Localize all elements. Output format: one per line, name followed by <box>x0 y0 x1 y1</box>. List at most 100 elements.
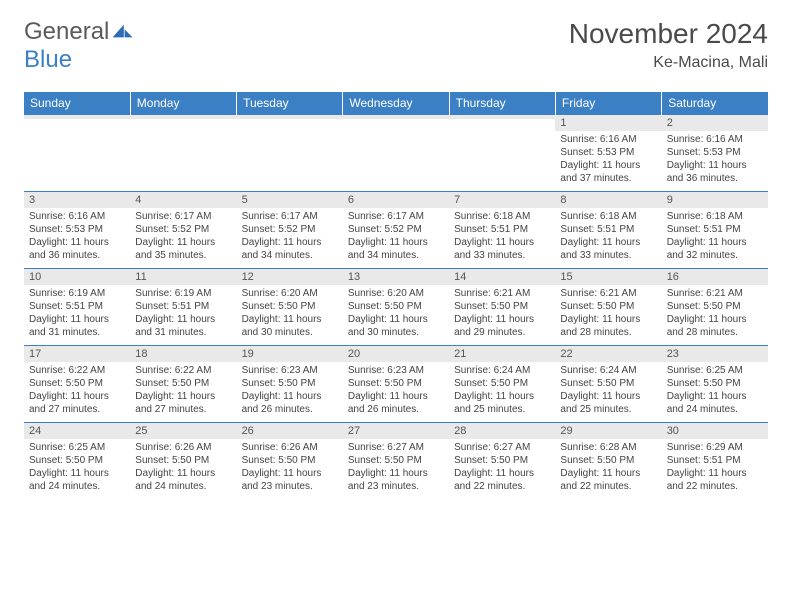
day-details: Sunrise: 6:25 AMSunset: 5:50 PMDaylight:… <box>662 362 768 422</box>
day-cell: 10Sunrise: 6:19 AMSunset: 5:51 PMDayligh… <box>24 269 130 346</box>
daylight-text: Daylight: 11 hours and 23 minutes. <box>348 467 444 493</box>
daylight-text: Daylight: 11 hours and 22 minutes. <box>667 467 763 493</box>
day-cell: 9Sunrise: 6:18 AMSunset: 5:51 PMDaylight… <box>662 192 768 269</box>
daylight-text: Daylight: 11 hours and 32 minutes. <box>667 236 763 262</box>
day-cell <box>130 115 236 192</box>
day-details: Sunrise: 6:18 AMSunset: 5:51 PMDaylight:… <box>662 208 768 268</box>
sunset-text: Sunset: 5:50 PM <box>560 454 656 467</box>
sunset-text: Sunset: 5:51 PM <box>560 223 656 236</box>
week-row: 3Sunrise: 6:16 AMSunset: 5:53 PMDaylight… <box>24 192 768 269</box>
sunrise-text: Sunrise: 6:17 AM <box>135 210 231 223</box>
day-details: Sunrise: 6:16 AMSunset: 5:53 PMDaylight:… <box>662 131 768 191</box>
day-cell: 28Sunrise: 6:27 AMSunset: 5:50 PMDayligh… <box>449 423 555 500</box>
logo-sail-icon <box>111 18 135 46</box>
day-details: Sunrise: 6:18 AMSunset: 5:51 PMDaylight:… <box>449 208 555 268</box>
sunset-text: Sunset: 5:50 PM <box>135 454 231 467</box>
sunset-text: Sunset: 5:50 PM <box>454 454 550 467</box>
sunrise-text: Sunrise: 6:19 AM <box>29 287 125 300</box>
sunset-text: Sunset: 5:50 PM <box>135 377 231 390</box>
week-row: 24Sunrise: 6:25 AMSunset: 5:50 PMDayligh… <box>24 423 768 500</box>
daylight-text: Daylight: 11 hours and 26 minutes. <box>242 390 338 416</box>
day-number: 21 <box>449 346 555 362</box>
daylight-text: Daylight: 11 hours and 33 minutes. <box>454 236 550 262</box>
dow-thursday: Thursday <box>449 92 555 115</box>
day-cell: 29Sunrise: 6:28 AMSunset: 5:50 PMDayligh… <box>555 423 661 500</box>
sunrise-text: Sunrise: 6:16 AM <box>667 133 763 146</box>
day-number: 9 <box>662 192 768 208</box>
sunset-text: Sunset: 5:51 PM <box>454 223 550 236</box>
day-details: Sunrise: 6:21 AMSunset: 5:50 PMDaylight:… <box>555 285 661 345</box>
day-details: Sunrise: 6:28 AMSunset: 5:50 PMDaylight:… <box>555 439 661 499</box>
daylight-text: Daylight: 11 hours and 34 minutes. <box>348 236 444 262</box>
sunrise-text: Sunrise: 6:27 AM <box>454 441 550 454</box>
dow-saturday: Saturday <box>662 92 768 115</box>
day-cell: 26Sunrise: 6:26 AMSunset: 5:50 PMDayligh… <box>237 423 343 500</box>
sunset-text: Sunset: 5:50 PM <box>348 300 444 313</box>
sunrise-text: Sunrise: 6:19 AM <box>135 287 231 300</box>
day-number: 4 <box>130 192 236 208</box>
daylight-text: Daylight: 11 hours and 31 minutes. <box>135 313 231 339</box>
sunrise-text: Sunrise: 6:26 AM <box>242 441 338 454</box>
week-row: 1Sunrise: 6:16 AMSunset: 5:53 PMDaylight… <box>24 115 768 192</box>
sunset-text: Sunset: 5:50 PM <box>560 300 656 313</box>
day-details: Sunrise: 6:19 AMSunset: 5:51 PMDaylight:… <box>130 285 236 345</box>
day-cell <box>237 115 343 192</box>
daylight-text: Daylight: 11 hours and 23 minutes. <box>242 467 338 493</box>
daylight-text: Daylight: 11 hours and 29 minutes. <box>454 313 550 339</box>
day-cell: 14Sunrise: 6:21 AMSunset: 5:50 PMDayligh… <box>449 269 555 346</box>
sunrise-text: Sunrise: 6:17 AM <box>348 210 444 223</box>
day-number: 29 <box>555 423 661 439</box>
day-details: Sunrise: 6:26 AMSunset: 5:50 PMDaylight:… <box>130 439 236 499</box>
daylight-text: Daylight: 11 hours and 30 minutes. <box>348 313 444 339</box>
day-number: 10 <box>24 269 130 285</box>
sunrise-text: Sunrise: 6:21 AM <box>667 287 763 300</box>
day-number: 12 <box>237 269 343 285</box>
day-details: Sunrise: 6:20 AMSunset: 5:50 PMDaylight:… <box>237 285 343 345</box>
sunset-text: Sunset: 5:51 PM <box>29 300 125 313</box>
day-number: 7 <box>449 192 555 208</box>
day-details: Sunrise: 6:19 AMSunset: 5:51 PMDaylight:… <box>24 285 130 345</box>
calendar-body: 1Sunrise: 6:16 AMSunset: 5:53 PMDaylight… <box>24 115 768 500</box>
sunset-text: Sunset: 5:50 PM <box>29 454 125 467</box>
day-cell: 24Sunrise: 6:25 AMSunset: 5:50 PMDayligh… <box>24 423 130 500</box>
day-cell: 27Sunrise: 6:27 AMSunset: 5:50 PMDayligh… <box>343 423 449 500</box>
day-details: Sunrise: 6:22 AMSunset: 5:50 PMDaylight:… <box>24 362 130 422</box>
day-cell: 4Sunrise: 6:17 AMSunset: 5:52 PMDaylight… <box>130 192 236 269</box>
day-details: Sunrise: 6:17 AMSunset: 5:52 PMDaylight:… <box>130 208 236 268</box>
day-number: 8 <box>555 192 661 208</box>
day-cell <box>343 115 449 192</box>
day-details: Sunrise: 6:17 AMSunset: 5:52 PMDaylight:… <box>343 208 449 268</box>
sunset-text: Sunset: 5:53 PM <box>29 223 125 236</box>
sunset-text: Sunset: 5:50 PM <box>242 454 338 467</box>
daylight-text: Daylight: 11 hours and 33 minutes. <box>560 236 656 262</box>
sunrise-text: Sunrise: 6:17 AM <box>242 210 338 223</box>
daylight-text: Daylight: 11 hours and 36 minutes. <box>29 236 125 262</box>
day-number: 14 <box>449 269 555 285</box>
daylight-text: Daylight: 11 hours and 37 minutes. <box>560 159 656 185</box>
sunrise-text: Sunrise: 6:22 AM <box>29 364 125 377</box>
day-number: 25 <box>130 423 236 439</box>
day-details: Sunrise: 6:17 AMSunset: 5:52 PMDaylight:… <box>237 208 343 268</box>
day-details: Sunrise: 6:27 AMSunset: 5:50 PMDaylight:… <box>449 439 555 499</box>
day-cell: 1Sunrise: 6:16 AMSunset: 5:53 PMDaylight… <box>555 115 661 192</box>
day-cell: 30Sunrise: 6:29 AMSunset: 5:51 PMDayligh… <box>662 423 768 500</box>
day-details: Sunrise: 6:23 AMSunset: 5:50 PMDaylight:… <box>237 362 343 422</box>
day-cell: 11Sunrise: 6:19 AMSunset: 5:51 PMDayligh… <box>130 269 236 346</box>
sunset-text: Sunset: 5:50 PM <box>454 377 550 390</box>
sunrise-text: Sunrise: 6:20 AM <box>242 287 338 300</box>
sunrise-text: Sunrise: 6:27 AM <box>348 441 444 454</box>
sunrise-text: Sunrise: 6:26 AM <box>135 441 231 454</box>
day-details: Sunrise: 6:16 AMSunset: 5:53 PMDaylight:… <box>555 131 661 191</box>
day-cell: 25Sunrise: 6:26 AMSunset: 5:50 PMDayligh… <box>130 423 236 500</box>
day-number: 24 <box>24 423 130 439</box>
daylight-text: Daylight: 11 hours and 36 minutes. <box>667 159 763 185</box>
sunset-text: Sunset: 5:50 PM <box>667 377 763 390</box>
daylight-text: Daylight: 11 hours and 25 minutes. <box>560 390 656 416</box>
sunset-text: Sunset: 5:50 PM <box>560 377 656 390</box>
day-number: 3 <box>24 192 130 208</box>
day-cell: 3Sunrise: 6:16 AMSunset: 5:53 PMDaylight… <box>24 192 130 269</box>
sunset-text: Sunset: 5:53 PM <box>667 146 763 159</box>
calendar-table: Sunday Monday Tuesday Wednesday Thursday… <box>24 92 768 499</box>
day-cell: 22Sunrise: 6:24 AMSunset: 5:50 PMDayligh… <box>555 346 661 423</box>
dow-friday: Friday <box>555 92 661 115</box>
